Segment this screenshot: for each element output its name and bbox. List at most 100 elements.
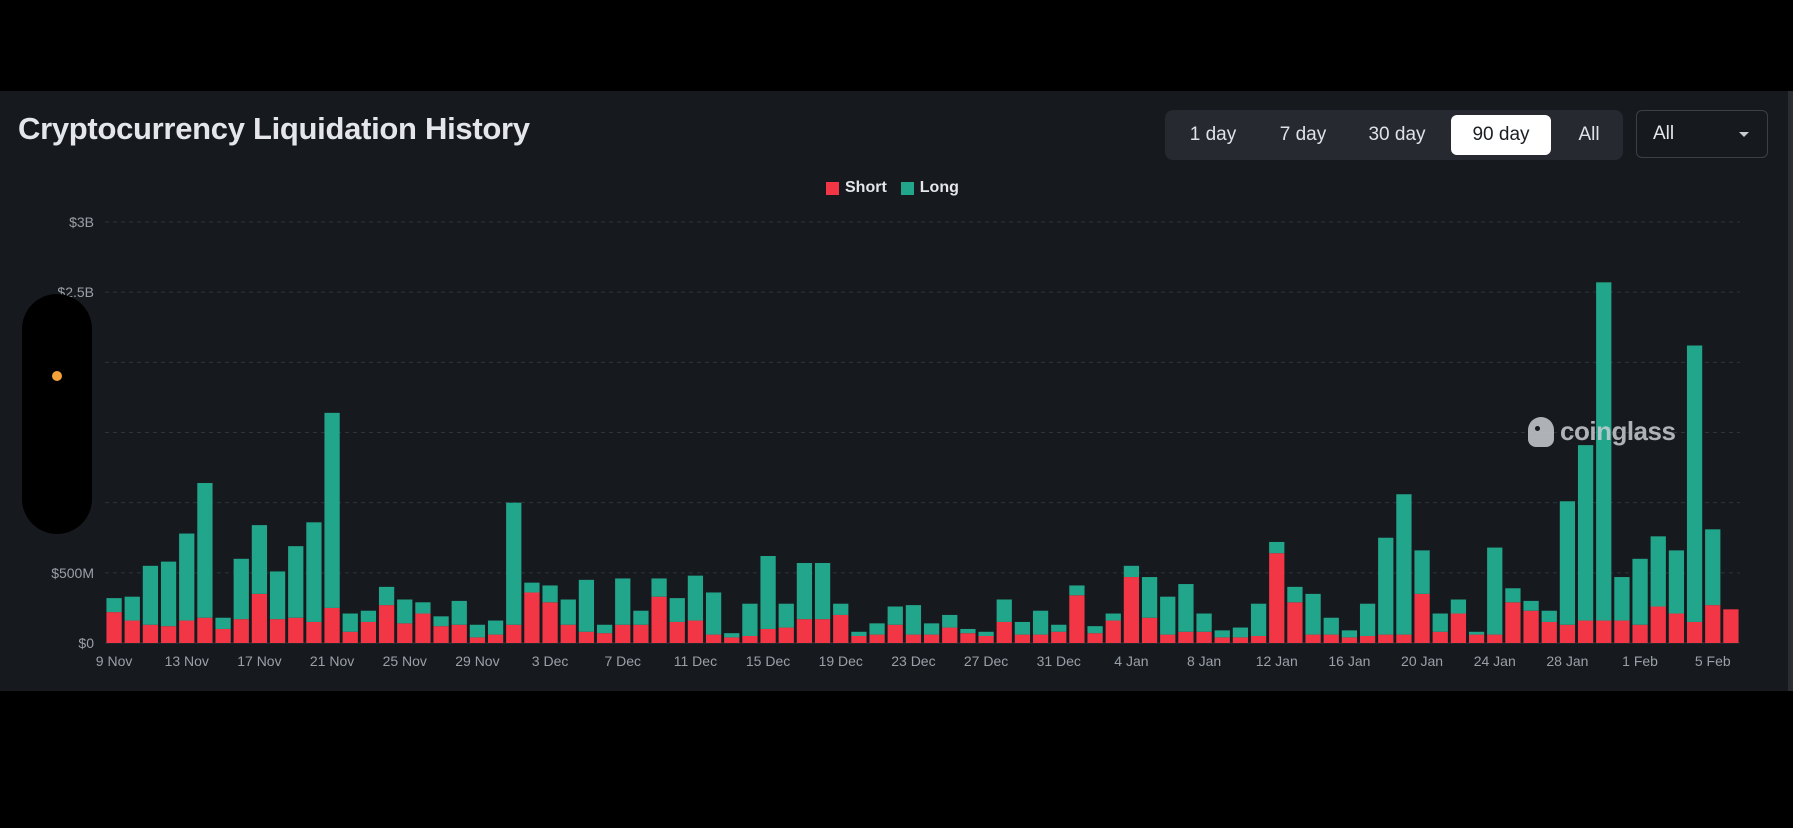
bar-long[interactable] [288, 546, 304, 618]
bar-long[interactable] [1051, 624, 1067, 632]
bar-short[interactable] [1686, 621, 1703, 643]
bar-long[interactable] [215, 617, 231, 629]
bar-long[interactable] [1032, 610, 1049, 635]
bar-short[interactable] [615, 624, 631, 643]
bar-long[interactable] [1359, 603, 1376, 636]
bar-short[interactable] [1614, 620, 1630, 643]
bar-short[interactable] [469, 637, 486, 643]
bar-long[interactable] [506, 502, 522, 625]
coin-select[interactable]: All [1636, 110, 1768, 158]
bar-short[interactable] [996, 621, 1012, 643]
bar-short[interactable] [1596, 620, 1612, 643]
bar-short[interactable] [306, 621, 322, 643]
bar-short[interactable] [397, 623, 413, 643]
bar-long[interactable] [869, 623, 885, 635]
bar-short[interactable] [705, 634, 722, 643]
bar-short[interactable] [1359, 635, 1376, 643]
bar-short[interactable] [1123, 577, 1140, 643]
bar-long[interactable] [342, 613, 358, 632]
bar-long[interactable] [1614, 577, 1630, 621]
bar-long[interactable] [1414, 550, 1430, 594]
bar-short[interactable] [324, 607, 340, 643]
bar-long[interactable] [1523, 600, 1539, 611]
bar-short[interactable] [942, 627, 958, 643]
bar-long[interactable] [179, 533, 195, 621]
bar-long[interactable] [814, 563, 831, 620]
bar-long[interactable] [724, 633, 740, 638]
bar-short[interactable] [724, 637, 740, 643]
bar-short[interactable] [160, 626, 177, 643]
bar-long[interactable] [1141, 577, 1158, 618]
bar-short[interactable] [669, 621, 685, 643]
bar-long[interactable] [833, 603, 849, 615]
bar-short[interactable] [124, 620, 140, 643]
bar-long[interactable] [1105, 613, 1121, 621]
bar-short[interactable] [487, 634, 504, 643]
bar-short[interactable] [687, 620, 704, 643]
bar-short[interactable] [851, 635, 867, 643]
bar-short[interactable] [1468, 634, 1485, 643]
bar-short[interactable] [197, 617, 213, 643]
bar-long[interactable] [233, 558, 249, 620]
bar-long[interactable] [378, 586, 395, 606]
bar-long[interactable] [1487, 547, 1503, 635]
bar-short[interactable] [288, 617, 304, 643]
bar-short[interactable] [1105, 620, 1121, 643]
bar-long[interactable] [1341, 630, 1358, 638]
bar-long[interactable] [1087, 626, 1103, 634]
bar-long[interactable] [1287, 586, 1303, 603]
bar-long[interactable] [1668, 550, 1685, 614]
bar-long[interactable] [1432, 613, 1448, 632]
bar-long[interactable] [942, 614, 958, 628]
bar-long[interactable] [1632, 558, 1648, 625]
bar-long[interactable] [269, 571, 286, 620]
bar-short[interactable] [1341, 637, 1358, 643]
bar-long[interactable] [1559, 501, 1576, 625]
bar-long[interactable] [778, 603, 794, 628]
bar-long[interactable] [669, 598, 685, 622]
bar-long[interactable] [360, 610, 377, 622]
bar-short[interactable] [106, 612, 122, 643]
bar-short[interactable] [760, 628, 776, 643]
bar-long[interactable] [1232, 627, 1249, 638]
bar-short[interactable] [833, 614, 849, 643]
bar-short[interactable] [1141, 617, 1158, 643]
bar-short[interactable] [142, 624, 159, 643]
bar-short[interactable] [1269, 553, 1285, 643]
legend-item-long[interactable]: Long [900, 179, 959, 197]
bar-long[interactable] [1686, 345, 1703, 622]
bar-long[interactable] [923, 623, 940, 635]
bar-short[interactable] [360, 621, 377, 643]
tab-1-day[interactable]: 1 day [1189, 124, 1237, 145]
tab-90-day[interactable]: 90 day [1451, 115, 1551, 155]
bar-short[interactable] [378, 605, 395, 643]
bar-short[interactable] [1287, 602, 1303, 643]
bar-short[interactable] [1250, 635, 1267, 643]
bar-long[interactable] [1650, 536, 1666, 607]
bar-short[interactable] [1014, 634, 1031, 643]
bar-short[interactable] [451, 624, 467, 643]
bar-short[interactable] [1032, 634, 1049, 643]
bar-long[interactable] [1014, 621, 1031, 635]
bar-short[interactable] [1487, 634, 1503, 643]
bar-short[interactable] [251, 593, 268, 643]
bar-short[interactable] [1650, 606, 1666, 643]
bar-long[interactable] [633, 610, 649, 625]
bar-long[interactable] [324, 412, 340, 608]
bar-long[interactable] [705, 592, 722, 635]
bar-long[interactable] [1196, 613, 1212, 632]
bar-short[interactable] [905, 634, 922, 643]
bar-short[interactable] [1196, 631, 1212, 643]
bar-short[interactable] [1723, 609, 1739, 643]
bar-long[interactable] [1450, 599, 1467, 614]
bar-short[interactable] [1432, 631, 1448, 643]
bar-long[interactable] [1505, 588, 1521, 603]
bar-long[interactable] [1305, 593, 1321, 635]
bar-short[interactable] [1069, 595, 1085, 643]
bar-short[interactable] [1668, 613, 1685, 643]
tab-all[interactable]: All [1578, 124, 1600, 145]
bar-long[interactable] [905, 605, 922, 635]
bar-short[interactable] [923, 634, 940, 643]
bar-long[interactable] [1396, 494, 1412, 635]
bar-long[interactable] [1160, 596, 1176, 635]
